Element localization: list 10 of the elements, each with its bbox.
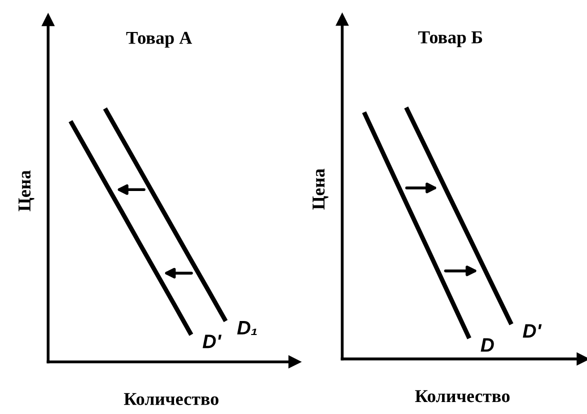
x-axis-title: Количество <box>124 393 218 406</box>
chart-title: Товар Б <box>418 31 482 48</box>
series-label: D' <box>202 334 222 348</box>
x-axis-title: Количество <box>415 390 510 402</box>
chart-title: Товар А <box>126 32 192 48</box>
y-axis-title: Цена <box>18 170 34 212</box>
y-axis-title: Цена <box>312 168 328 210</box>
series-label: D' <box>522 324 542 338</box>
series-label: D₁ <box>237 321 257 336</box>
series-label: D <box>480 338 494 352</box>
